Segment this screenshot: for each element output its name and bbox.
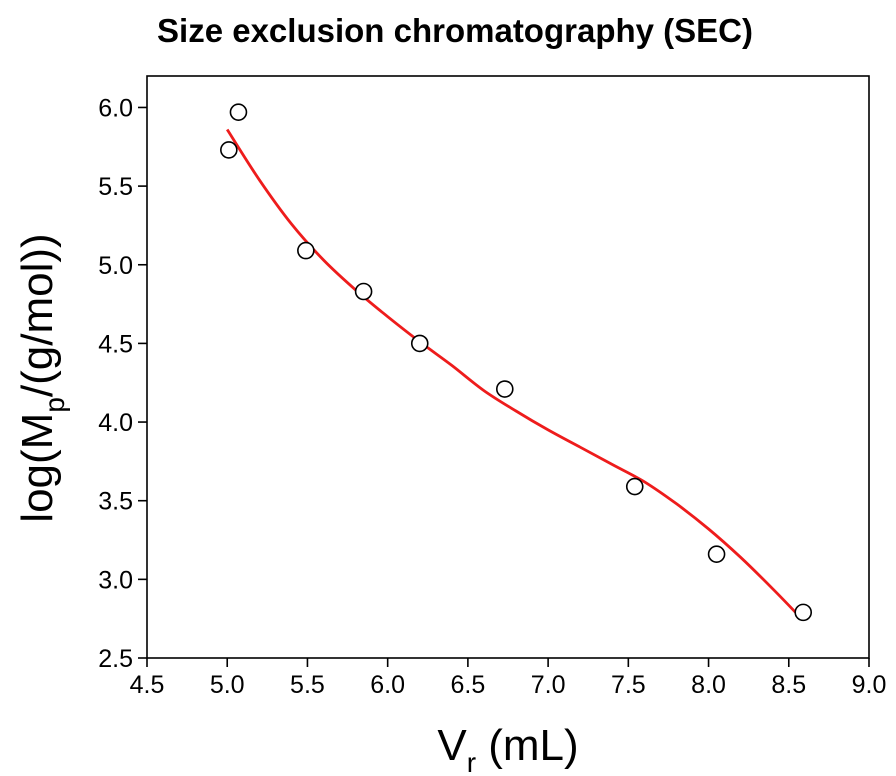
fit-curve (226, 128, 803, 620)
y-tick-label: 5.5 (98, 173, 133, 201)
y-tick-label: 6.0 (98, 94, 133, 122)
data-point (495, 380, 514, 398)
x-axis-label: Vr (mL) (437, 721, 578, 776)
x-tick-label: 8.5 (771, 671, 806, 699)
data-point (220, 141, 238, 159)
y-tick-label: 2.5 (98, 645, 133, 673)
data-point (354, 282, 373, 301)
x-tick-label: 6.0 (370, 671, 405, 699)
y-tick-label: 3.5 (98, 488, 133, 516)
x-tick-label: 5.0 (210, 671, 245, 699)
y-tick-label: 4.0 (98, 409, 133, 437)
data-point (410, 334, 429, 353)
chart-title: Size exclusion chromatography (SEC) (157, 12, 753, 49)
data-point (229, 103, 248, 121)
data-point (707, 545, 726, 563)
y-axis-label-main: log(M (13, 413, 62, 523)
y-tick-label: 5.0 (98, 252, 133, 280)
plot-frame (146, 75, 870, 659)
y-axis-label-unit: /(g/mol)) (13, 233, 62, 397)
y-axis: 2.5 3.0 3.5 4.0 4.5 5.0 5.5 6.0 (98, 94, 147, 673)
x-axis-label-subscript: r (467, 747, 476, 776)
x-axis-label-main: V (437, 721, 467, 770)
x-tick-label: 4.5 (130, 671, 165, 699)
data-point (297, 241, 315, 260)
x-tick-label: 7.0 (531, 671, 566, 699)
x-tick-label: 9.0 (852, 671, 887, 699)
x-tick-label: 8.0 (691, 671, 726, 699)
x-tick-label: 7.5 (611, 671, 646, 699)
data-point (625, 477, 644, 496)
data-points (220, 103, 813, 622)
x-tick-label: 5.5 (290, 671, 325, 699)
y-axis-label-subscript: p (39, 397, 70, 413)
y-tick-label: 4.5 (98, 330, 133, 358)
y-tick-label: 3.0 (98, 566, 133, 594)
x-axis: 4.5 5.0 5.5 6.0 6.5 7.0 7.5 8.0 8.5 9.0 (130, 658, 887, 699)
y-axis-label: log(Mp/(g/mol)) (13, 233, 70, 522)
x-tick-label: 6.5 (451, 671, 486, 699)
data-point (794, 603, 813, 622)
x-axis-label-unit: (mL) (476, 721, 579, 770)
